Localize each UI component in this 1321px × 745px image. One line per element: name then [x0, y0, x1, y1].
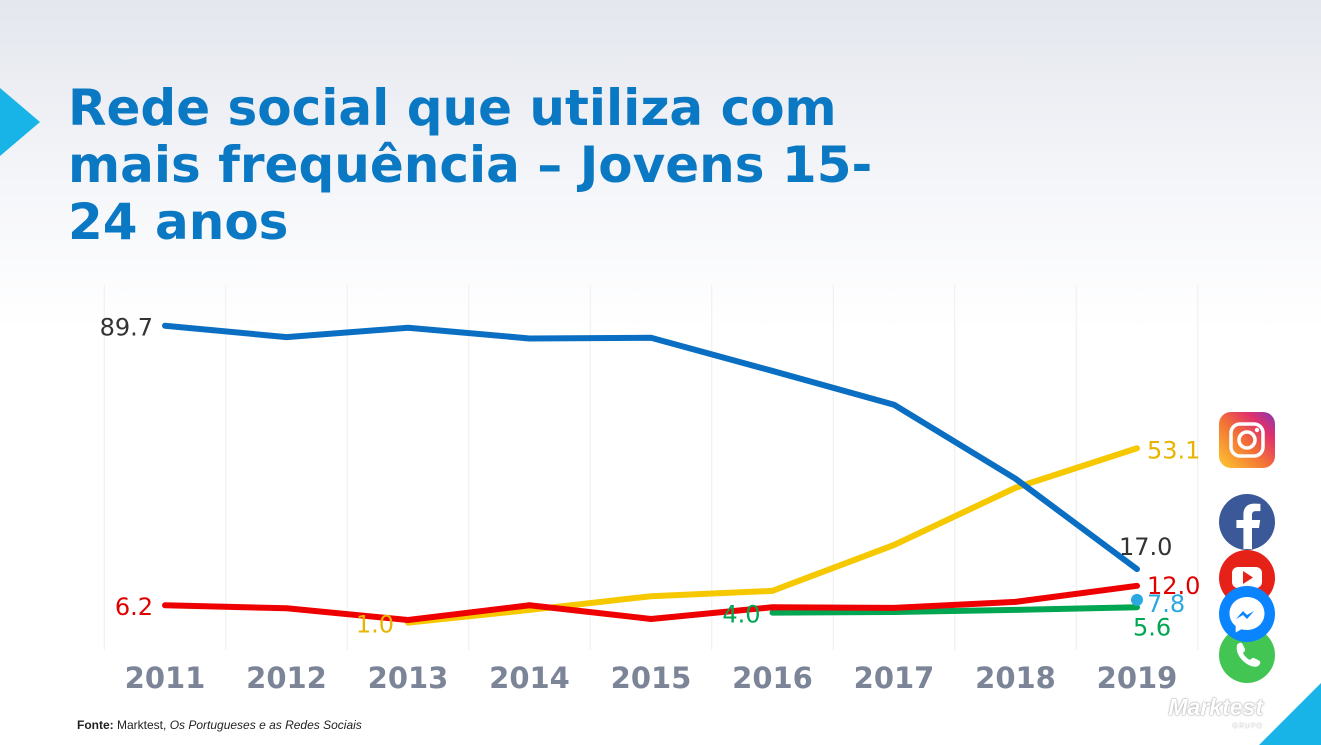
x-tick-labels: 2011 2012 2013 2014 2015 2016 2017 2018 2019: [125, 661, 1178, 695]
brand-icons: [1219, 412, 1275, 683]
data-label-facebook: 89.7: [100, 314, 153, 342]
data-label-whatsapp: 4.0: [722, 601, 760, 629]
data-label-youtube: 6.2: [115, 593, 153, 621]
footer-source: Marktest,: [117, 718, 167, 732]
slide-title: Rede social que utiliza com mais frequên…: [68, 80, 928, 251]
series-point-messenger: [1131, 593, 1143, 606]
series-line-youtube: [162, 582, 1140, 623]
facebook-icon: [1219, 494, 1275, 550]
title-part-1: Rede social que utiliza com mais frequên…: [68, 79, 837, 194]
x-tick-label: 2017: [854, 661, 935, 695]
accent-right-triangle: [1259, 683, 1321, 745]
data-label-youtube: 12.0: [1147, 572, 1200, 600]
data-label-messenger: 7.8: [1147, 590, 1185, 618]
series-line-facebook: [162, 322, 1140, 573]
series-lines: [162, 322, 1143, 626]
data-label-instagram: 1.0: [356, 611, 394, 639]
x-tick-label: 2012: [246, 661, 327, 695]
x-tick-label: 2014: [489, 661, 570, 695]
series-line-whatsapp: [769, 604, 1140, 616]
instagram-icon: [1219, 412, 1275, 468]
footer-label: Fonte:: [77, 718, 114, 732]
series-line-instagram: [405, 445, 1140, 626]
messenger-icon: [1219, 586, 1275, 642]
data-labels: 89.7 17.0 1.0 53.1 6.2 12.0 4.0 5.67.8: [100, 314, 1201, 642]
x-tick-label: 2015: [611, 661, 692, 695]
footer-publication: Os Portugueses e as Redes Sociais: [169, 718, 362, 732]
data-label-instagram: 53.1: [1147, 436, 1200, 464]
data-label-whatsapp: 5.6: [1133, 613, 1171, 641]
marktest-logo-sub: GRUPO: [1232, 723, 1263, 730]
x-tick-label: 2011: [125, 661, 206, 695]
whatsapp-icon: [1219, 627, 1275, 683]
x-tick-label: 2019: [1097, 661, 1178, 695]
x-tick-label: 2016: [732, 661, 813, 695]
x-tick-label: 2018: [975, 661, 1056, 695]
data-label-facebook: 17.0: [1119, 533, 1172, 561]
x-tick-label: 2013: [368, 661, 449, 695]
source-footer: Fonte: Marktest, Os Portugueses e as Red…: [77, 718, 362, 732]
marktest-logo: Marktest: [1168, 694, 1263, 720]
accent-left-triangle: [0, 88, 40, 156]
title-part-2: Jovens 15-24 anos: [68, 136, 873, 251]
